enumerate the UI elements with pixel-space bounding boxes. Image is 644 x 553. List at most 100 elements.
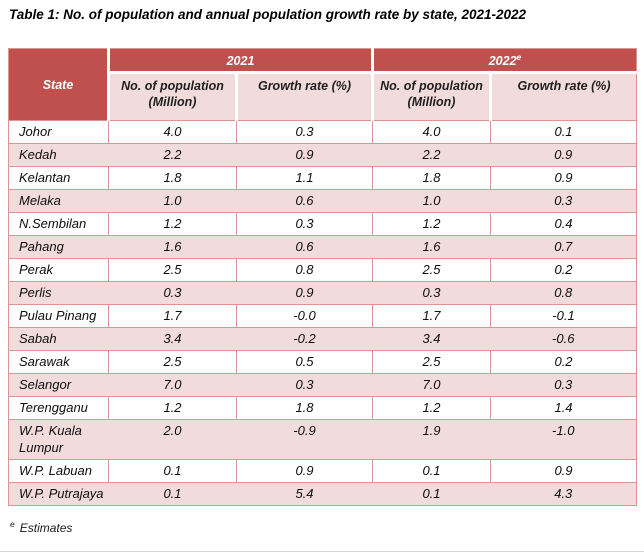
growth-2022-cell: 0.3 [490, 189, 637, 213]
pop-2022-cell: 0.1 [372, 481, 491, 506]
pop-2021-cell: 2.2 [108, 143, 237, 167]
pop-2021-cell: 1.0 [108, 189, 237, 213]
table-row: Melaka 1.0 0.6 1.0 0.3 [8, 189, 637, 213]
state-cell: Pulau Pinang [8, 304, 109, 328]
footnote-marker: e [10, 518, 15, 529]
pop-2022-cell: 2.5 [372, 350, 491, 374]
state-cell: Kedah [8, 143, 109, 167]
growth-2022-cell: 1.4 [489, 396, 637, 420]
growth-2022-cell: 0.2 [489, 258, 637, 282]
table-row: Johor 4.0 0.3 4.0 0.1 [8, 120, 637, 144]
pop-2022-cell: 1.2 [372, 396, 491, 420]
state-cell: Pahang [8, 235, 109, 259]
growth-2021-cell: 1.1 [236, 166, 373, 190]
state-cell: Sabah [8, 327, 109, 351]
state-cell: N.Sembilan [8, 212, 109, 236]
pop-2022-cell: 0.3 [372, 281, 491, 305]
pop-2022-cell: 1.7 [372, 304, 491, 328]
state-cell: Terengganu [8, 396, 109, 420]
table-row: W.P. Labuan 0.1 0.9 0.1 0.9 [8, 458, 637, 483]
pop-2021-cell: 2.0 [108, 419, 237, 460]
pop-2022-cell: 7.0 [372, 373, 491, 397]
pop-2021-cell: 0.3 [108, 281, 237, 305]
state-cell: Johor [8, 120, 109, 144]
state-column-header: State [8, 48, 109, 121]
growth-2021-cell: 0.9 [236, 458, 373, 483]
growth-2021-cell: 0.9 [236, 281, 373, 305]
growth-2021-cell: 0.3 [236, 120, 373, 144]
table-row: Kelantan 1.8 1.1 1.8 0.9 [8, 166, 637, 190]
growth-2021-cell: 0.9 [236, 143, 373, 167]
pop-2021-cell: 1.2 [108, 396, 237, 420]
pop-2022-cell: 1.2 [372, 212, 491, 236]
pop-2022-cell: 4.0 [372, 120, 491, 144]
table-row: N.Sembilan 1.2 0.3 1.2 0.4 [8, 212, 637, 236]
growth-2022-cell: 0.4 [489, 212, 637, 236]
year-2021-label: 2021 [226, 54, 255, 69]
state-cell: Perlis [8, 281, 109, 305]
growth-2022-cell: -0.1 [489, 304, 637, 328]
growth-2021-column-header: Growth rate (%) [235, 72, 373, 121]
growth-2021-cell: 0.5 [236, 350, 373, 374]
pop-2021-cell: 1.2 [108, 212, 237, 236]
growth-2022-cell: 0.2 [489, 350, 637, 374]
growth-2021-cell: -0.0 [236, 304, 373, 328]
growth-2021-cell: -0.9 [236, 419, 373, 460]
page-bottom-divider [0, 551, 644, 552]
table-row: Pulau Pinang 1.7 -0.0 1.7 -0.1 [8, 304, 637, 328]
state-cell: Selangor [8, 373, 109, 397]
pop-2022-cell: 1.9 [372, 419, 491, 460]
growth-2021-cell: 0.3 [236, 373, 373, 397]
growth-2021-cell: 0.6 [236, 235, 373, 259]
growth-2022-cell: -1.0 [490, 419, 637, 460]
pop-2021-cell: 0.1 [108, 458, 237, 483]
table-row: Sarawak 2.5 0.5 2.5 0.2 [8, 350, 637, 374]
year-2022-header: 2022e [370, 48, 637, 74]
year-2021-header: 2021 [107, 48, 373, 74]
state-cell: Melaka [8, 189, 109, 213]
pop-2021-cell: 0.1 [108, 481, 237, 506]
pop-2021-cell: 4.0 [108, 120, 237, 144]
table-body: Johor 4.0 0.3 4.0 0.1 Kedah 2.2 0.9 2.2 0.9 Kelant… [8, 120, 637, 506]
year-2022-label: 2022 [488, 54, 517, 69]
footnote-text: Estimates [19, 520, 73, 535]
pop-2022-cell: 3.4 [372, 327, 491, 351]
table-row: Sabah 3.4 -0.2 3.4 -0.6 [8, 327, 637, 351]
state-cell: W.P. Putrajaya [8, 481, 109, 506]
measure-header-row: No. of population (Million) Growth rate … [9, 72, 637, 121]
pop-2022-cell: 2.2 [372, 143, 491, 167]
table-row: W.P. Putrajaya 0.1 5.4 0.1 4.3 [8, 481, 637, 506]
growth-2022-cell: 0.9 [490, 143, 637, 167]
footnote: e Estimates [10, 519, 636, 535]
state-cell: Kelantan [8, 166, 109, 190]
table-header: State 2021 2022e No. of population (Mill… [8, 48, 637, 121]
pop-2022-cell: 1.8 [372, 166, 491, 190]
pop-2021-cell: 3.4 [108, 327, 237, 351]
table-row: Perlis 0.3 0.9 0.3 0.8 [8, 281, 637, 305]
pop-2021-cell: 7.0 [108, 373, 237, 397]
growth-2021-cell: 5.4 [236, 481, 373, 506]
growth-2022-cell: 0.1 [489, 120, 637, 144]
growth-2022-cell: 0.8 [490, 281, 637, 305]
growth-2022-cell: 4.3 [490, 481, 637, 506]
table-row: Kedah 2.2 0.9 2.2 0.9 [8, 143, 637, 167]
state-cell: Perak [8, 258, 109, 282]
pop-2021-cell: 2.5 [108, 350, 237, 374]
table-row: Selangor 7.0 0.3 7.0 0.3 [8, 373, 637, 397]
pop-2021-cell: 1.8 [108, 166, 237, 190]
growth-2021-cell: 0.3 [236, 212, 373, 236]
growth-2022-cell: 0.9 [489, 166, 637, 190]
state-cell: Sarawak [8, 350, 109, 374]
pop-2022-column-header: No. of population (Million) [371, 72, 491, 121]
year-2022-superscript: e [516, 51, 522, 62]
pop-2022-cell: 1.6 [372, 235, 491, 259]
state-cell: W.P. Labuan [8, 458, 109, 483]
population-table: State 2021 2022e No. of population (Mill… [8, 48, 638, 506]
pop-2022-cell: 1.0 [372, 189, 491, 213]
growth-2022-cell: 0.9 [489, 458, 637, 483]
table-row: Perak 2.5 0.8 2.5 0.2 [8, 258, 637, 282]
growth-2021-cell: -0.2 [236, 327, 373, 351]
pop-2022-cell: 2.5 [372, 258, 491, 282]
state-cell: W.P. Kuala Lumpur [8, 419, 109, 460]
